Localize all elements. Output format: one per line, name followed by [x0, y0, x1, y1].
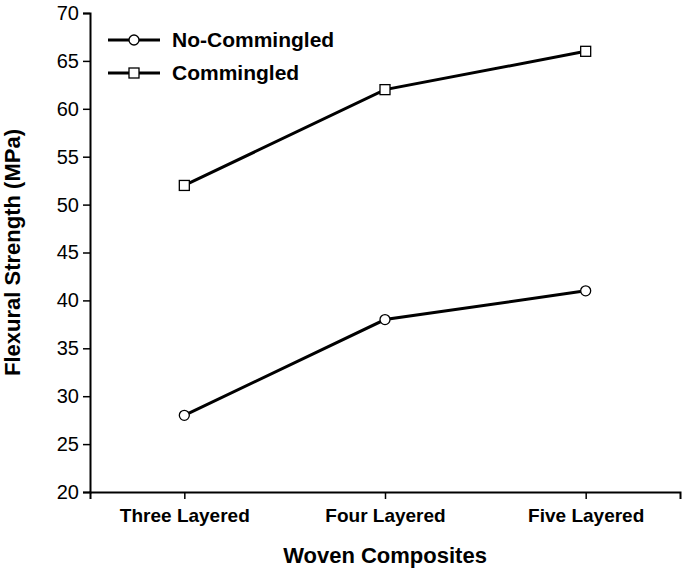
y-tick-label: 70 — [57, 2, 79, 24]
y-tick-mark — [83, 444, 90, 446]
chart: 20 25 30 35 40 45 50 55 60 65 70 Three Layered Four … — [0, 0, 685, 575]
series — [179, 286, 590, 421]
series-line — [184, 291, 585, 416]
y-tick: 20 — [57, 481, 90, 503]
x-tick-label: Four Layered — [325, 505, 445, 526]
marker — [380, 85, 390, 95]
x-axis-title: Woven Composites — [283, 543, 487, 568]
y-tick-mark — [83, 252, 90, 254]
y-tick: 55 — [57, 146, 90, 168]
legend-marker — [129, 68, 139, 78]
x-tick-mark — [385, 492, 387, 499]
y-tick-mark — [83, 109, 90, 111]
y-tick-mark — [83, 348, 90, 350]
y-tick: 30 — [57, 385, 90, 407]
y-tick: 60 — [57, 98, 90, 120]
y-tick: 65 — [57, 50, 90, 72]
legend-item: No-Commingled — [108, 28, 334, 51]
y-tick-mark — [83, 13, 90, 15]
y-tick-mark — [83, 204, 90, 206]
y-tick: 50 — [57, 194, 90, 216]
y-axis: 20 25 30 35 40 45 50 55 60 65 70 — [57, 2, 91, 503]
x-tick: Five Layered — [528, 492, 644, 526]
y-tick: 45 — [57, 241, 90, 263]
legend-label: No-Commingled — [172, 28, 334, 51]
x-tick-label: Five Layered — [528, 505, 644, 526]
series-layer — [179, 46, 590, 420]
x-tick-mark — [184, 492, 186, 499]
y-tick-label: 25 — [57, 433, 79, 455]
x-axis: Three Layered Four Layered Five Layered — [91, 492, 681, 526]
y-tick-mark — [83, 492, 90, 494]
marker — [179, 180, 189, 190]
y-tick-mark — [83, 156, 90, 158]
y-tick-label: 40 — [57, 289, 79, 311]
x-axis-line — [91, 493, 681, 500]
marker — [581, 286, 591, 296]
y-tick-mark — [83, 61, 90, 63]
marker — [581, 46, 591, 56]
y-tick: 25 — [57, 433, 90, 455]
marker — [380, 315, 390, 325]
x-tick-mark — [585, 492, 587, 499]
y-tick-label: 50 — [57, 194, 79, 216]
y-tick: 40 — [57, 289, 90, 311]
y-axis-line — [83, 14, 91, 493]
legend: No-Commingled Commingled — [108, 28, 334, 84]
y-tick-label: 55 — [57, 146, 79, 168]
y-tick: 70 — [57, 2, 90, 24]
y-axis-title: Flexural Strength (MPa) — [0, 129, 25, 376]
y-tick-mark — [83, 396, 90, 398]
y-tick-label: 35 — [57, 337, 79, 359]
legend-marker — [129, 35, 139, 45]
y-tick-label: 65 — [57, 50, 79, 72]
legend-label: Commingled — [172, 61, 299, 84]
legend-item: Commingled — [108, 61, 299, 84]
y-tick-mark — [83, 300, 90, 302]
x-tick: Four Layered — [325, 492, 445, 526]
x-tick-label: Three Layered — [120, 505, 250, 526]
y-tick-label: 45 — [57, 241, 79, 263]
x-tick: Three Layered — [120, 492, 250, 526]
y-tick: 35 — [57, 337, 90, 359]
y-tick-label: 30 — [57, 385, 79, 407]
plot: 20 25 30 35 40 45 50 55 60 65 70 Three Layered Four … — [57, 2, 681, 527]
y-tick-label: 60 — [57, 98, 79, 120]
marker — [179, 410, 189, 420]
y-tick-label: 20 — [57, 481, 79, 503]
